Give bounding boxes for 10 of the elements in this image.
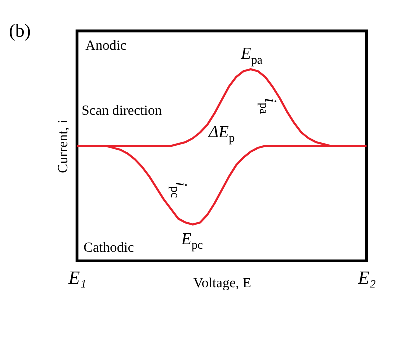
x-tick-label: E₂ (357, 268, 377, 289)
annotation: Cathodic (84, 240, 134, 256)
chart-title: (b) (9, 20, 32, 42)
text: Anodic (86, 38, 127, 54)
annotation: ipa (258, 98, 280, 115)
annotation: Scan direction (82, 104, 162, 119)
y-axis-title: Current, i (56, 120, 72, 174)
x-tick-label: E₁ (68, 268, 87, 289)
annotation: ipc (168, 182, 191, 198)
x-axis-title: Voltage, E (194, 276, 252, 292)
